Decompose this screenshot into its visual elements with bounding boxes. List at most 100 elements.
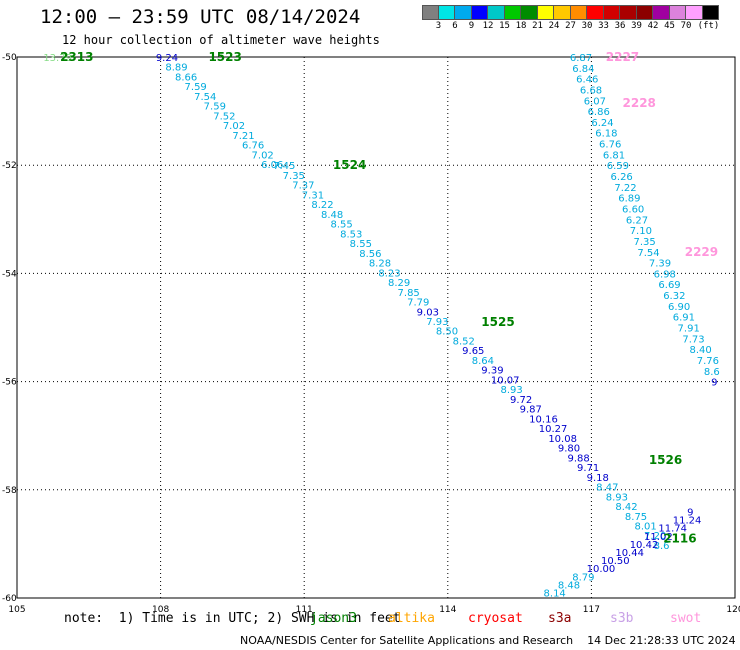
wave-height-point: 8.29 [388, 278, 410, 289]
colorbar-label: 6 [452, 21, 458, 31]
colorbar-swatch [455, 5, 472, 20]
wave-height-point: 8.22 [311, 200, 333, 211]
plot-frame [16, 56, 736, 599]
wave-height-point: 9.24 [156, 53, 178, 64]
wave-height-point: 8.6 [704, 367, 720, 378]
wave-height-point: 7.79 [407, 298, 429, 309]
track-label: 2116 [663, 531, 696, 545]
colorbar-label: 9 [468, 21, 475, 31]
wave-height-point: 6.07 [584, 96, 606, 107]
colorbar-label: 30 [581, 21, 593, 31]
wave-height-point: 10.50 [601, 556, 630, 567]
wave-height-point: 6.86 [588, 107, 610, 118]
wave-height-point: 9.65 [462, 346, 484, 357]
wave-height-point: 11.74 [658, 524, 687, 535]
colorbar-swatch [620, 5, 637, 20]
y-tick-label: -60 [2, 594, 17, 604]
colorbar-swatch [537, 5, 554, 20]
wave-height-point: 6.81 [603, 150, 625, 161]
wave-height-point: 6.24 [591, 118, 613, 129]
y-tick-label: -54 [2, 269, 17, 279]
wave-height-point: 7.52 [213, 111, 235, 122]
wave-height-point: 6.91 [673, 313, 695, 324]
wave-height-point: 8.48 [321, 210, 343, 221]
colorbar-swatch [587, 5, 604, 20]
wave-height-point: 6.84 [572, 64, 594, 75]
colorbar-label: 27 [565, 21, 576, 31]
wave-height-point: 8.56 [359, 249, 381, 260]
x-tick-label: 117 [583, 605, 600, 615]
track-label: 2229 [685, 245, 718, 259]
colorbar-label: 33 [598, 21, 609, 31]
colorbar-swatch [669, 5, 686, 20]
wave-height-point: 6.89 [618, 194, 640, 205]
wave-height-point: 9 [687, 507, 693, 518]
track-label: 1523 [208, 50, 241, 64]
x-tick-label: 120 [726, 605, 740, 615]
track-label: 1524 [333, 158, 366, 172]
track-label: 2228 [623, 96, 656, 110]
wave-height-point: 9 [711, 378, 717, 389]
wave-height-point: 7.02 [252, 150, 274, 161]
colorbar-swatch [636, 5, 653, 20]
wave-height-point: 8.53 [340, 229, 362, 240]
wave-height-point: 7.59 [204, 102, 226, 113]
colorbar-label: 18 [515, 21, 527, 31]
wave-height-point: 6.68 [580, 85, 602, 96]
chart-title: 12:00 – 23:59 UTC 08/14/2024 [40, 6, 361, 28]
wave-height-point: 8.66 [175, 72, 197, 83]
wave-height-point: 8.40 [690, 345, 712, 356]
track-label: 1526 [649, 453, 682, 467]
colorbar-label: 45 [664, 21, 675, 31]
wave-height-point: 7.54 [194, 92, 216, 103]
colorbar-swatch [603, 5, 620, 20]
credit-line: NOAA/NESDIS Center for Satellite Applica… [240, 634, 736, 647]
wave-height-point: 10.27 [539, 424, 568, 435]
wave-height-point: 8.52 [453, 336, 475, 347]
satellite-legend-s3a: s3a [548, 611, 572, 626]
wave-height-point: 9.72 [510, 395, 532, 406]
wave-height-point: 10.44 [615, 548, 644, 559]
wave-height-point: 7.02 [223, 121, 245, 132]
wave-height-point: 8.28 [369, 259, 391, 270]
wave-height-point: 8.75 [625, 512, 647, 523]
wave-height-point: 6.59 [607, 161, 629, 172]
y-tick-label: -52 [2, 161, 17, 171]
wave-height-point: 8.14 [544, 589, 566, 600]
wave-height-point: 9.87 [520, 405, 542, 416]
wave-height-point: 10.07 [491, 375, 520, 386]
colorbar-swatch [570, 5, 587, 20]
wave-height-point: 9.39 [481, 366, 503, 377]
track-label: 2313 [60, 50, 93, 64]
colorbar-label: 70 [680, 21, 692, 31]
wave-height-point: 8.93 [606, 492, 628, 503]
wave-height-point: 7.39 [649, 259, 671, 270]
x-tick-label: 111 [296, 605, 313, 615]
wave-height-point: 6.27 [626, 215, 648, 226]
wave-height-point: 7.85 [398, 288, 420, 299]
wave-height-point: 6.87 [570, 53, 592, 64]
colorbar-swatch [521, 5, 538, 20]
wave-height-point: 8.6 [654, 541, 670, 552]
wave-height-point: 6.06 [261, 160, 283, 171]
wave-height-point: 6.26 [611, 172, 633, 183]
wave-height-point: 7.54 [637, 248, 659, 259]
colorbar-swatch [488, 5, 505, 20]
wave-height-point: 6.46 [576, 75, 598, 86]
wave-height-point: 7.22 [614, 183, 636, 194]
wave-height-point: 8.01 [634, 522, 656, 533]
colorbar-label: 3 [435, 21, 442, 31]
colorbar-label: 24 [548, 21, 560, 31]
colorbar-label: 21 [532, 21, 543, 31]
x-tick-label: 114 [439, 605, 456, 615]
wave-height-point: 9.71 [577, 463, 599, 474]
track-label: 2227 [606, 50, 639, 64]
colorbar-label: 12 [482, 21, 494, 31]
wave-height-point: 11.24 [673, 516, 702, 527]
wave-height-point: 7.35 [283, 171, 305, 182]
wave-height-point: 8.64 [472, 356, 494, 367]
satellite-legend-swot: swot [670, 611, 702, 626]
wave-height-point: 10.08 [548, 434, 577, 445]
wave-height-point: 9.80 [558, 444, 580, 455]
